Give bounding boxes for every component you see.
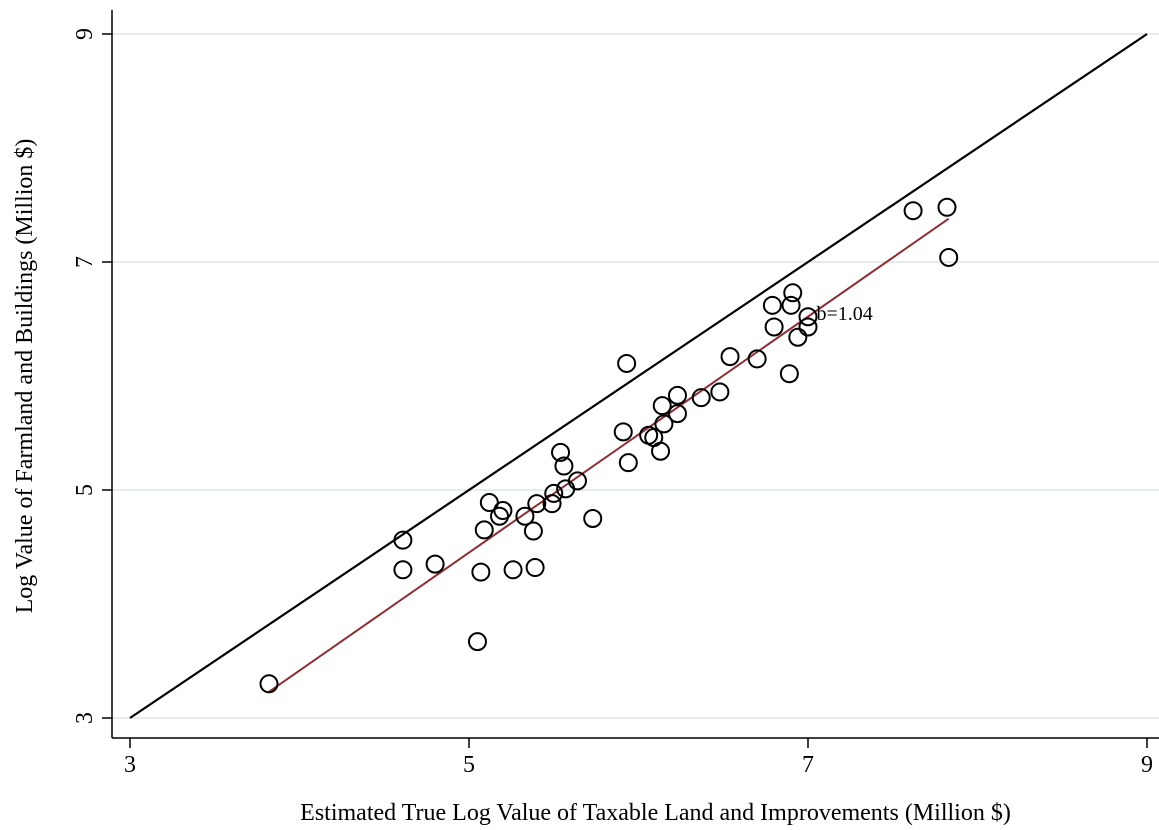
data-point: [939, 247, 959, 267]
data-point: [710, 382, 730, 402]
data-point: [747, 349, 767, 369]
data-point: [583, 509, 603, 528]
data-point: [652, 396, 672, 416]
data-point: [762, 295, 782, 315]
data-point: [523, 521, 543, 541]
x-tick-label: 7: [802, 752, 814, 778]
y-tick-label: 3: [72, 712, 98, 724]
data-point: [691, 388, 711, 408]
data-point: [503, 560, 523, 580]
x-axis-title: Estimated True Log Value of Taxable Land…: [300, 800, 1011, 826]
y-tick-label: 9: [72, 28, 98, 40]
y-tick-label: 5: [72, 484, 98, 496]
data-point: [903, 201, 923, 221]
data-point: [525, 558, 545, 578]
data-point: [781, 295, 801, 315]
data-point: [788, 327, 808, 347]
x-tick-label: 9: [1141, 752, 1153, 778]
reference-line: [129, 33, 1148, 719]
data-point: [393, 530, 413, 550]
data-point: [554, 456, 574, 476]
y-tick-label: 7: [72, 256, 98, 268]
data-point: [467, 632, 487, 652]
data-point: [493, 501, 513, 521]
data-point: [527, 494, 547, 514]
data-point: [667, 404, 687, 424]
data-point: [937, 197, 957, 217]
x-tick-label: 3: [124, 752, 136, 778]
data-point: [618, 453, 638, 473]
data-point: [764, 317, 784, 337]
axes: 3 5 7 9 3 5 7 9: [72, 10, 1159, 778]
data-point: [425, 554, 445, 574]
data-point: [667, 385, 687, 405]
data-point: [542, 494, 562, 514]
data-point: [651, 441, 671, 461]
data-point: [551, 442, 571, 462]
data-point: [720, 347, 740, 367]
reference-line-group: [129, 33, 1148, 719]
fit-line: [268, 217, 950, 693]
data-point: [798, 307, 818, 327]
data-point: [779, 364, 799, 384]
data-point: [798, 317, 818, 337]
data-point: [617, 353, 637, 373]
data-point: [471, 562, 491, 582]
data-points: [259, 197, 959, 694]
data-point: [654, 414, 674, 434]
data-point: [567, 471, 587, 491]
y-axis-title: Log Value of Farmland and Buildings (Mil…: [12, 139, 38, 614]
data-point: [515, 506, 535, 526]
data-point: [393, 560, 413, 580]
data-point: [259, 674, 279, 694]
data-point: [783, 283, 803, 303]
fit-slope-annotation: b=1.04: [816, 303, 872, 325]
data-point: [474, 520, 494, 540]
fit-line-group: [268, 217, 950, 693]
data-point: [544, 483, 564, 503]
x-tick-label: 5: [463, 752, 475, 778]
data-point: [613, 422, 633, 442]
grid-lines: [112, 33, 1159, 719]
